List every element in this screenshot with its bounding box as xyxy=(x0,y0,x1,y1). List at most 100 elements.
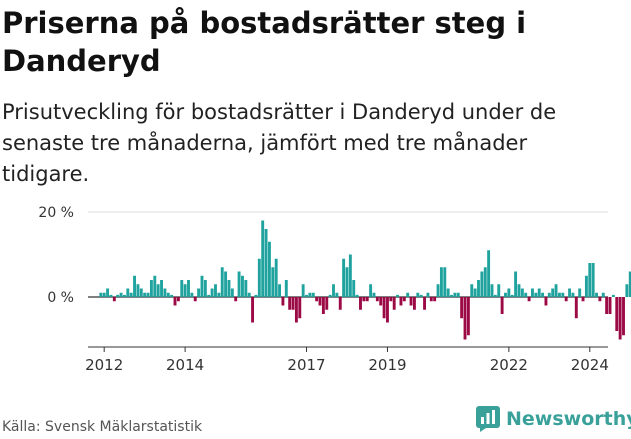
bar xyxy=(362,297,366,302)
bar xyxy=(163,288,167,297)
bar xyxy=(588,263,592,297)
bar xyxy=(372,292,376,297)
bar xyxy=(190,292,194,297)
bar xyxy=(615,297,619,331)
bar xyxy=(389,297,393,302)
bar xyxy=(305,294,308,298)
bar xyxy=(544,297,548,306)
x-tick-label: 2024 xyxy=(571,356,609,374)
bar xyxy=(106,288,110,297)
bar xyxy=(419,294,423,298)
bar xyxy=(139,288,143,297)
bar xyxy=(406,292,410,297)
bar xyxy=(352,280,356,297)
bar xyxy=(126,288,130,297)
bar xyxy=(497,284,501,297)
bar xyxy=(433,297,437,302)
bar xyxy=(224,271,228,297)
bar xyxy=(534,292,538,297)
bar xyxy=(453,292,457,297)
bar xyxy=(591,263,595,297)
bar xyxy=(463,297,467,340)
bar xyxy=(308,292,312,297)
bar xyxy=(514,271,518,297)
bar xyxy=(335,292,339,297)
bar xyxy=(166,292,170,297)
bar xyxy=(625,284,629,297)
bar xyxy=(520,288,524,297)
bar xyxy=(197,288,201,297)
bar xyxy=(214,284,217,297)
bar xyxy=(568,288,571,297)
bar xyxy=(578,288,582,297)
bar xyxy=(244,280,248,297)
bar xyxy=(571,292,575,297)
bar xyxy=(251,297,255,323)
bar xyxy=(153,275,157,297)
bar xyxy=(99,292,103,297)
bar xyxy=(426,292,430,297)
bar xyxy=(261,220,265,297)
bar xyxy=(423,297,426,310)
bar xyxy=(487,250,491,297)
bar xyxy=(507,288,511,297)
bar xyxy=(301,284,305,297)
bar xyxy=(392,297,396,310)
bar xyxy=(605,297,609,314)
bar xyxy=(402,297,406,302)
bar xyxy=(220,267,224,297)
bar xyxy=(365,297,369,302)
bar xyxy=(466,297,470,336)
bar xyxy=(527,297,531,302)
x-tick-label: 2014 xyxy=(166,356,204,374)
chart-title: Priserna på bostadsrätter steg i Dandery… xyxy=(2,6,527,78)
bar xyxy=(429,297,433,302)
bar xyxy=(254,294,258,298)
bar xyxy=(298,297,302,319)
bar xyxy=(443,267,447,297)
bar xyxy=(554,284,558,297)
bar xyxy=(477,280,480,297)
bar xyxy=(230,288,234,297)
bar xyxy=(247,292,251,297)
bar xyxy=(537,288,541,297)
bar xyxy=(146,292,150,297)
bar xyxy=(102,292,106,297)
bar xyxy=(328,294,332,298)
bar xyxy=(338,297,342,310)
x-tick-label: 2019 xyxy=(368,356,406,374)
bar xyxy=(379,297,383,306)
bar xyxy=(284,280,288,297)
bar xyxy=(510,294,514,298)
bar xyxy=(531,288,534,297)
bar xyxy=(504,292,507,297)
bar xyxy=(493,294,497,298)
bar xyxy=(173,297,177,306)
x-tick-label: 2022 xyxy=(490,356,528,374)
source-note: Källa: Svensk Mäklarstatistik xyxy=(2,419,203,435)
bar xyxy=(321,297,325,314)
bar xyxy=(524,292,528,297)
bar xyxy=(409,297,413,306)
bar xyxy=(176,297,180,302)
bar xyxy=(291,297,295,310)
bar xyxy=(348,254,352,297)
bar xyxy=(541,292,545,297)
bar xyxy=(480,271,484,297)
bar xyxy=(456,292,460,297)
bar xyxy=(483,267,487,297)
bar xyxy=(315,297,319,302)
bar xyxy=(207,294,211,298)
bar xyxy=(500,297,504,314)
bar xyxy=(311,292,315,297)
bar xyxy=(294,297,298,323)
bar xyxy=(517,284,521,297)
bar xyxy=(382,297,386,319)
bar xyxy=(183,284,187,297)
bar xyxy=(386,297,389,323)
brand-name: Newsworthy xyxy=(506,408,631,430)
bar xyxy=(551,288,555,297)
bar xyxy=(561,292,565,297)
bar xyxy=(332,284,335,297)
bar xyxy=(288,297,292,310)
